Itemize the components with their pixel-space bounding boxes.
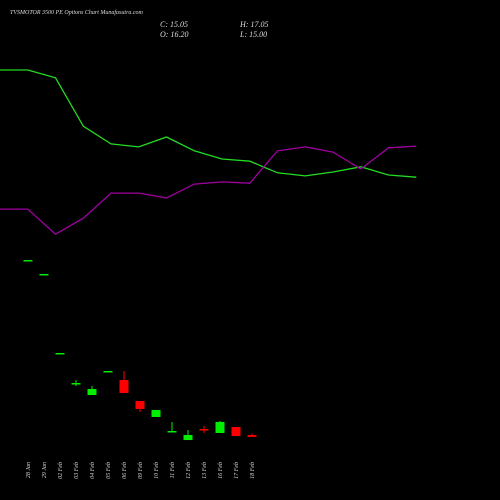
x-tick-label: 09 Feb <box>138 462 144 479</box>
candle-body <box>215 421 225 433</box>
low-label: L: 15.00 <box>239 30 267 39</box>
candle-body <box>183 435 193 441</box>
candle-body <box>167 431 177 433</box>
candle-body <box>231 427 241 437</box>
candle-body <box>199 429 209 431</box>
x-tick-label: 04 Feb <box>89 462 96 479</box>
x-tick-label: 13 Feb <box>202 462 208 479</box>
candle-body <box>135 401 145 409</box>
high-label: H: 17.05 <box>239 20 268 29</box>
candle-body <box>151 409 161 417</box>
candle-body <box>103 371 113 373</box>
candle-body <box>23 260 33 262</box>
x-tick-label: 05 Feb <box>106 462 112 479</box>
candle-body <box>87 389 97 395</box>
x-tick-label: 12 Feb <box>186 462 192 479</box>
chart-title: TVSMOTOR 3500 PE Options Chart Munafasut… <box>10 9 144 16</box>
candle-body <box>55 353 65 355</box>
indicator-line <box>0 145 417 235</box>
open-label: O: 16.20 <box>160 30 188 39</box>
x-tick-label: 17 Feb <box>234 462 240 479</box>
candle-body <box>247 435 257 437</box>
x-tick-label: 28 Jan <box>26 462 32 478</box>
x-tick-label: 11 Feb <box>170 462 176 478</box>
close-label: C: 15.05 <box>160 20 188 29</box>
indicator-line <box>0 69 417 178</box>
candle-body <box>39 273 49 276</box>
x-tick-label: 02 Feb <box>58 462 64 479</box>
x-tick-label: 06 Feb <box>122 462 128 479</box>
candle-body <box>71 383 81 385</box>
candle-body <box>119 380 129 393</box>
x-tick-label: 03 Feb <box>74 462 80 479</box>
x-tick-label: 10 Feb <box>154 462 160 479</box>
x-tick-label: 18 Feb <box>250 462 256 479</box>
x-tick-label: 29 Jan <box>42 462 48 478</box>
x-tick-label: 16 Feb <box>218 462 224 479</box>
